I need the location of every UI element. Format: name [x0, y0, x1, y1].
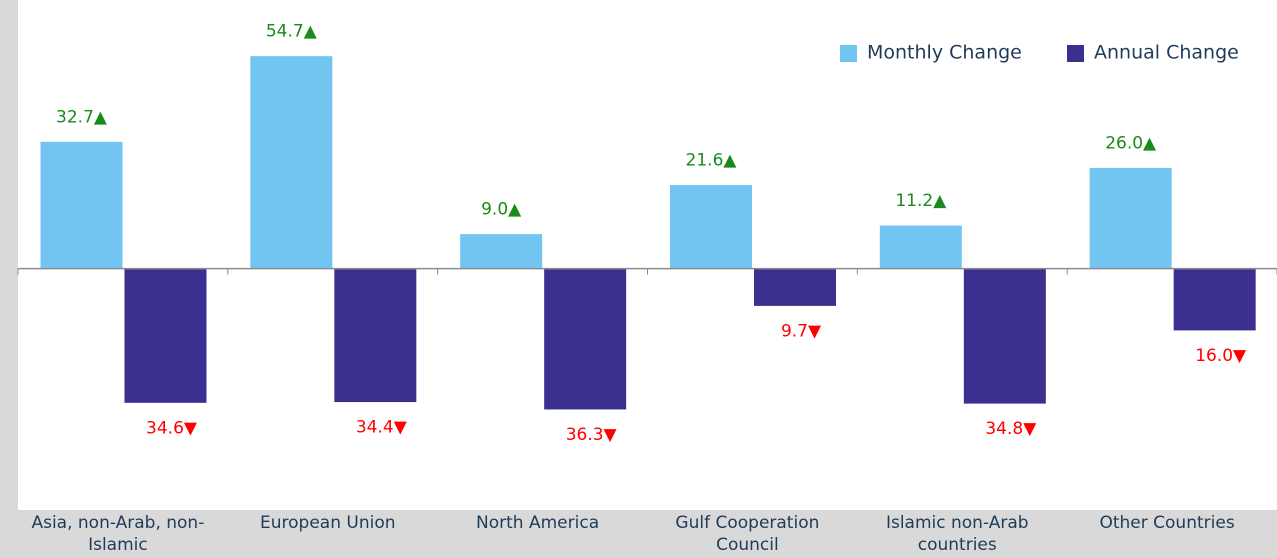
x-tick-label: North America — [476, 513, 600, 533]
data-label: 34.8▼ — [985, 419, 1037, 439]
legend-swatch — [1067, 45, 1084, 62]
data-label: 32.7▲ — [56, 107, 108, 127]
bar — [543, 268, 628, 411]
bar — [123, 268, 208, 404]
data-label: 16.0▼ — [1195, 346, 1247, 366]
x-tick-label: Islamic non-Arab countries — [885, 513, 1029, 555]
plot-area — [18, 0, 1277, 510]
legend-label: Annual Change — [1094, 42, 1239, 64]
bar — [333, 268, 418, 404]
x-tick-label: Other Countries — [1099, 513, 1235, 533]
data-label: 11.2▲ — [895, 191, 947, 211]
bar — [249, 55, 334, 270]
data-label: 36.3▼ — [566, 425, 618, 445]
data-label: 9.0▲ — [481, 200, 522, 220]
bar — [1088, 166, 1173, 270]
data-label: 9.7▼ — [781, 321, 822, 341]
x-tick-label: European Union — [260, 513, 396, 533]
data-label: 34.6▼ — [146, 418, 198, 438]
legend-label: Monthly Change — [867, 42, 1022, 64]
bar — [39, 140, 124, 270]
bar — [878, 224, 963, 270]
bar — [962, 268, 1047, 405]
data-label: 26.0▲ — [1105, 133, 1157, 153]
legend-swatch — [840, 45, 857, 62]
data-label: 54.7▲ — [266, 22, 318, 42]
data-label: 21.6▲ — [686, 151, 738, 171]
bar — [1172, 268, 1257, 332]
data-label: 34.4▼ — [356, 418, 408, 438]
x-tick-label: Gulf Cooperation Council — [675, 513, 820, 555]
bar — [753, 268, 837, 307]
x-tick-label: Asia, non-Arab, non-Islamic — [31, 513, 205, 555]
bar — [669, 184, 753, 270]
bar — [459, 233, 544, 270]
